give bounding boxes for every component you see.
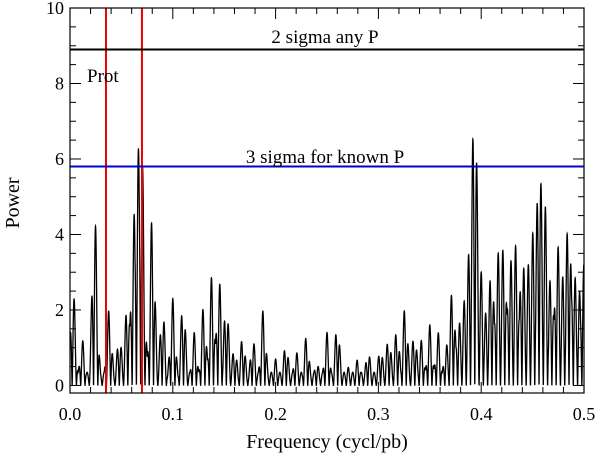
periodogram-line xyxy=(70,137,584,387)
y-tick-label: 0 xyxy=(55,375,64,395)
axes-frame xyxy=(69,7,585,394)
x-tick-label: 0.0 xyxy=(59,404,82,424)
y-axis-title: Power xyxy=(2,177,24,228)
x-tick-label: 0.4 xyxy=(470,404,493,424)
x-tick-label: 0.1 xyxy=(162,404,185,424)
hline-label-2-sigma: 2 sigma any P xyxy=(271,27,378,48)
x-tick-label: 0.3 xyxy=(367,404,390,424)
periodogram-series xyxy=(70,137,584,387)
y-tick-label: 10 xyxy=(46,0,64,18)
prot-label: Prot xyxy=(87,66,119,87)
plot-frame xyxy=(69,7,585,394)
x-tick-label: 0.5 xyxy=(573,404,596,424)
reference-lines xyxy=(70,8,584,393)
y-tick-label: 2 xyxy=(55,300,64,320)
x-axis-title: Frequency (cycl/pb) xyxy=(246,431,408,453)
y-tick-label: 8 xyxy=(55,73,64,93)
y-tick-label: 4 xyxy=(55,224,64,244)
hline-label-3-sigma: 3 sigma for known P xyxy=(246,147,404,168)
x-tick-label: 0.2 xyxy=(264,404,287,424)
y-tick-label: 6 xyxy=(55,149,64,169)
axis-ticks: 0.0 0.1 0.2 0.3 0.4 0.5 0 2 4 6 8 10 xyxy=(46,0,595,424)
